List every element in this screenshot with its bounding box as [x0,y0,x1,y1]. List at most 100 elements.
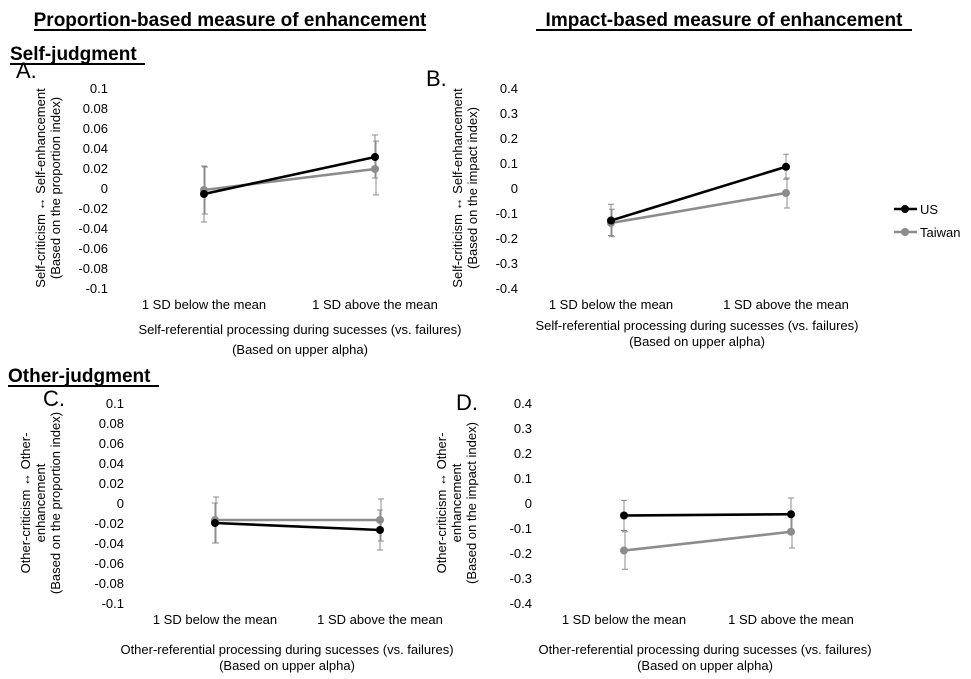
y-tick-label: 0.1 [500,156,518,171]
legend-label-taiwan: Taiwan [920,225,960,240]
x-tick-label: 1 SD above the mean [312,297,438,312]
x-tick-label: 1 SD below the mean [549,297,673,312]
series-line-us [611,167,786,221]
y-tick-label: -0.06 [94,556,124,571]
data-point-us [620,512,628,520]
x-tick-label: 1 SD below the mean [562,612,686,627]
y-axis-title-line: (Based on the proportion index) [48,97,63,279]
data-point-taiwan [620,547,628,555]
y-tick-label: 0 [511,181,518,196]
data-point-us [200,190,208,198]
y-tick-label: -0.08 [94,576,124,591]
y-tick-label: -0.2 [510,546,532,561]
data-point-us [376,526,384,534]
series-line-us [215,523,380,530]
series-line-us [624,514,791,515]
y-tick-label: 0.4 [514,396,532,411]
header-impact: Impact-based measure of enhancement [546,10,904,31]
x-tick-label: 1 SD above the mean [728,612,854,627]
data-point-us [211,519,219,527]
y-axis-title-line: Other-criticism ↔ Other- [18,433,33,574]
y-axis-title-line: enhancement [33,463,48,542]
y-tick-label: -0.02 [94,516,124,531]
header-proportion: Proportion-based measure of enhancement [34,10,427,31]
chart-panel-b: B. 0.4 0.3 0.2 0.1 0 -0.1 -0.2 -0.3 -0.4 Self-crit… [426,66,858,349]
legend-marker-taiwan [901,228,909,236]
y-tick-label: 0.06 [99,436,124,451]
x-tick-label: 1 SD above the mean [317,612,443,627]
y-tick-label: 0.08 [99,416,124,431]
y-axis-title-line: (Based on the impact index) [465,107,480,269]
series-line-taiwan [204,169,375,190]
y-axis-title: Self-criticism ↔ Self-enhancement(Based … [450,88,480,288]
y-axis-title-line: Self-criticism ↔ Self-enhancement [33,88,48,288]
panel-label: A. [16,58,37,83]
y-axis-title: Other-criticism ↔ Other-enhancement(Base… [434,422,479,584]
panel-label: C. [43,386,65,411]
y-tick-label: -0.2 [496,231,518,246]
header-other-judgment: Other-judgment [8,366,151,387]
y-tick-label: 0 [117,496,124,511]
y-tick-label: 0.02 [99,476,124,491]
y-axis-title-line: Self-criticism ↔ Self-enhancement [450,88,465,288]
x-axis-title-line: (Based on upper alpha) [637,658,773,673]
y-axis-title: Self-criticism ↔ Self-enhancement(Based … [33,88,63,288]
y-tick-label: 0.04 [83,141,108,156]
x-tick-label: 1 SD below the mean [142,297,266,312]
y-tick-label: -0.06 [78,241,108,256]
data-point-us [607,217,615,225]
y-tick-label: -0.3 [496,256,518,271]
chart-panel-a: A. 0.1 0.08 0.06 0.04 0.02 0 -0.02 -0.04 -0.06 -0.… [16,58,461,357]
y-axis-title-line: (Based on the impact index) [464,422,479,584]
x-axis-title-line: (Based on upper alpha) [219,658,355,673]
x-axis-title-line: Other-referential processing during suce… [120,642,453,657]
y-tick-label: -0.1 [510,521,532,536]
x-tick-label: 1 SD above the mean [723,297,849,312]
y-axis-title-line: (Based on the proportion index) [48,412,63,594]
data-point-us [782,163,790,171]
y-tick-label: 0.2 [514,446,532,461]
panel-label: B. [426,66,447,91]
data-point-us [787,510,795,518]
x-axis-title-line: (Based on upper alpha) [232,342,368,357]
y-tick-label: 0.4 [500,81,518,96]
y-tick-label: 0.06 [83,121,108,136]
y-tick-label: 0.2 [500,131,518,146]
y-tick-label: 0.04 [99,456,124,471]
chart-panel-d: D. 0.40.30.20.10-0.1-0.2-0.3-0.4Other-cri… [434,390,872,673]
legend: US Taiwan [894,202,960,240]
y-tick-label: -0.1 [496,206,518,221]
y-tick-label: 0.1 [90,81,108,96]
y-axis-title-line: Other-criticism ↔ Other- [434,433,449,574]
y-tick-label: -0.04 [78,221,108,236]
y-tick-label: 0.1 [514,471,532,486]
series-line-taiwan [624,532,791,551]
y-tick-label: 0.02 [83,161,108,176]
y-tick-label: -0.08 [78,261,108,276]
legend-label-us: US [920,202,938,217]
chart-panel-c: C. 0.1 0.08 0.06 0.04 0.02 0 -0.02 -0.04 -0.06 -0.… [18,386,454,673]
y-tick-label: -0.4 [496,281,518,296]
y-tick-label: -0.04 [94,536,124,551]
y-tick-label: -0.3 [510,571,532,586]
y-axis-title-line: enhancement [449,463,464,542]
legend-marker-us [901,205,909,213]
x-axis-title-line: Self-referential processing during suces… [536,318,859,333]
y-tick-label: -0.1 [86,281,108,296]
y-tick-label: -0.1 [102,596,124,611]
series-line-us [204,157,375,194]
y-tick-label: 0 [101,181,108,196]
data-point-taiwan [782,189,790,197]
series-line-taiwan [611,193,786,223]
y-tick-label: 0.3 [500,106,518,121]
x-axis-title-line: Self-referential processing during suces… [139,322,462,337]
x-axis-title-line: Other-referential processing during suce… [538,642,871,657]
y-tick-label: -0.02 [78,201,108,216]
y-axis-title: Other-criticism ↔ Other-enhancement(Base… [18,412,63,594]
y-tick-label: 0.1 [106,396,124,411]
y-tick-label: 0.3 [514,421,532,436]
data-point-us [371,153,379,161]
x-axis-title-line: (Based on upper alpha) [629,334,765,349]
y-tick-label: 0.08 [83,101,108,116]
